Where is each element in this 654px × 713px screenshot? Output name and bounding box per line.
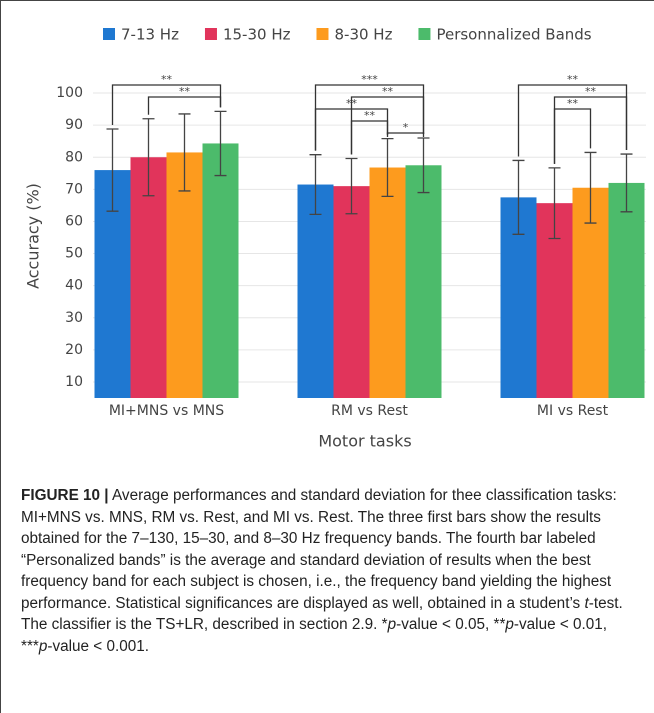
- legend-swatch: [316, 28, 329, 40]
- legend-label: Personnalized Bands: [436, 26, 591, 44]
- y-tick-label: 100: [56, 85, 83, 101]
- legend-label: 15-30 Hz: [223, 26, 291, 44]
- y-tick-label: 80: [65, 149, 83, 165]
- significance-label: *: [403, 121, 409, 134]
- error-bar: [309, 154, 322, 216]
- caption-run: -value < 0.05, **: [396, 616, 506, 633]
- bar: [369, 167, 406, 398]
- caption-run: t: [584, 594, 589, 612]
- y-tick-label: 70: [65, 181, 83, 197]
- significance-label: ***: [361, 73, 378, 86]
- significance-label: **: [567, 73, 579, 86]
- y-tick-label: 90: [65, 117, 83, 133]
- y-tick-label: 40: [65, 278, 83, 294]
- error-bar: [512, 159, 525, 235]
- error-bar: [381, 137, 394, 198]
- significance-bracket: [147, 96, 222, 115]
- x-tick-label: RM vs Rest: [331, 403, 408, 419]
- significance-bracket: [386, 132, 425, 137]
- significance-label: **: [346, 97, 358, 110]
- bar: [202, 143, 239, 398]
- significance-bracket: [350, 120, 389, 155]
- legend-swatch: [204, 28, 217, 40]
- y-tick-label: 20: [65, 342, 83, 358]
- error-bar: [142, 118, 155, 197]
- significance-bracket: [111, 84, 222, 126]
- caption-run: -value < 0.001.: [47, 637, 150, 655]
- x-axis-title: Motor tasks: [318, 432, 411, 451]
- error-bar: [417, 137, 430, 194]
- y-tick-label: 10: [65, 374, 83, 390]
- significance-label: **: [567, 97, 579, 110]
- bar: [130, 157, 167, 398]
- error-bar: [620, 153, 633, 213]
- bar: [608, 182, 645, 398]
- significance-label: **: [179, 85, 191, 98]
- bar: [166, 152, 203, 398]
- legend-swatch: [418, 28, 431, 40]
- error-bar: [106, 128, 119, 212]
- caption-run: p: [38, 637, 48, 655]
- caption-run: -test. The classifier is the TS+LR, desc…: [21, 594, 623, 634]
- caption-run: -value < 0.01, ***: [21, 616, 608, 655]
- error-bar: [214, 110, 227, 177]
- caption-run: p: [387, 616, 397, 633]
- error-bar: [548, 167, 561, 240]
- chart: Accuracy (%) Motor tasks 10 20 30 40 50 60 70 8…: [24, 26, 646, 451]
- caption: FIGURE 10 | Average performances and sta…: [21, 485, 636, 657]
- error-bar: [345, 157, 358, 215]
- significance-bracket: [517, 84, 628, 157]
- caption-run: Average performances and standard deviat…: [21, 487, 617, 612]
- caption-run: FIGURE 10 |: [21, 487, 109, 504]
- significance-label: **: [161, 73, 173, 86]
- bar: [333, 186, 370, 398]
- y-tick-label: 30: [65, 310, 83, 326]
- significance-label: **: [585, 85, 597, 98]
- significance-label: **: [364, 109, 376, 122]
- legend-swatch: [103, 28, 115, 40]
- y-tick-label: 60: [65, 213, 83, 229]
- significance-label: **: [382, 85, 394, 98]
- error-bar: [178, 113, 191, 192]
- error-bar: [584, 151, 597, 224]
- bar: [405, 165, 442, 398]
- legend-label: 7-13 Hz: [121, 26, 179, 44]
- y-axis-title: Accuracy (%): [24, 183, 43, 289]
- bar: [297, 184, 334, 398]
- caption-run: p: [505, 616, 514, 633]
- x-tick-label: MI vs Rest: [537, 403, 609, 419]
- x-tick-label: MI+MNS vs MNS: [109, 403, 224, 419]
- y-tick-label: 50: [65, 246, 83, 262]
- legend-label: 8-30 Hz: [334, 26, 392, 44]
- significance-bracket: [553, 108, 592, 164]
